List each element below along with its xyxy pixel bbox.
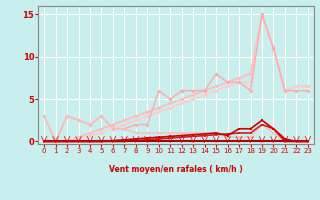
X-axis label: Vent moyen/en rafales ( km/h ): Vent moyen/en rafales ( km/h ) [109, 165, 243, 174]
